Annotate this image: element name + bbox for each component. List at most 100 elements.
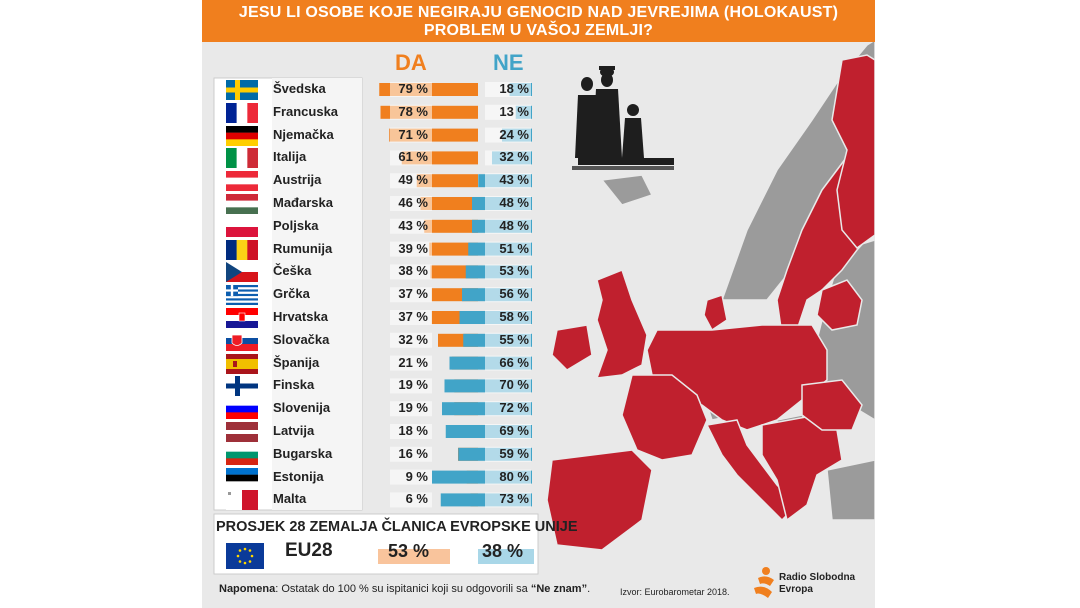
- da-label-bg: [390, 378, 432, 394]
- country-label: Hrvatska: [273, 309, 328, 324]
- ne-value-label: 69 %: [499, 423, 529, 438]
- turkey-shape: [826, 459, 875, 521]
- ne-value-label: 56 %: [499, 286, 529, 302]
- da-value-label: 16 %: [398, 445, 428, 461]
- da-label-bg: [390, 469, 432, 485]
- finland-shape: [831, 54, 875, 250]
- header-bar: JESU LI OSOBE KOJE NEGIRAJU GENOCID NAD …: [202, 0, 875, 42]
- romania-flag-icon: [226, 239, 259, 260]
- country-label: Češka: [273, 263, 312, 279]
- country-label: Francuska: [273, 103, 339, 119]
- france-shape: [621, 374, 708, 461]
- ne-label-bg: [485, 446, 531, 462]
- da-label-bg: [390, 332, 432, 348]
- ne-value-label: 24 %: [499, 126, 529, 142]
- ne-label-bg: [485, 127, 531, 143]
- da-column-header: DA: [395, 50, 427, 75]
- footnote: Napomena: Ostatak do 100 % su ispitanici…: [219, 583, 590, 595]
- da-label-bg: [390, 173, 432, 189]
- ne-value-label: 32 %: [499, 149, 529, 165]
- country-label: Njemačka: [273, 126, 334, 142]
- ne-label-bg: [485, 218, 531, 234]
- ne-value-label: 53 %: [499, 263, 529, 279]
- ne-value-label: 66 %: [499, 354, 529, 370]
- infographic: JESU LI OSOBE KOJE NEGIRAJU GENOCID NAD …: [202, 0, 875, 608]
- ne-label-bg: [485, 469, 531, 485]
- ne-label-bg: [485, 241, 531, 257]
- ne-label-bg: [485, 492, 531, 508]
- ne-value-label: 48 %: [499, 217, 529, 233]
- europe-map: [546, 39, 875, 551]
- baltics-shape: [816, 279, 863, 331]
- slovakia-flag-icon: [226, 330, 258, 351]
- country-label: Rumunija: [273, 240, 333, 256]
- da-label-bg: [390, 196, 432, 211]
- country-label: Španija: [273, 354, 320, 370]
- country-label: Grčka: [273, 286, 310, 302]
- slovenia-flag-icon: [226, 399, 258, 420]
- ireland-shape: [551, 324, 593, 371]
- da-label-bg: [390, 310, 432, 325]
- estonia-flag-icon: [226, 467, 258, 488]
- da-bar: [416, 174, 478, 188]
- country-label: Slovačka: [273, 331, 330, 347]
- da-value-label: 19 %: [398, 377, 428, 393]
- da-value-label: 21 %: [398, 354, 428, 370]
- finland-flag-icon: [226, 376, 258, 397]
- da-value-label: 61 %: [398, 149, 428, 165]
- ne-label-bg: [485, 401, 531, 417]
- ne-value-label: 58 %: [499, 309, 529, 324]
- da-label-bg: [390, 127, 432, 143]
- country-label: Bugarska: [273, 445, 333, 461]
- average-title: PROSJEK 28 ZEMALJA ČLANICA EVROPSKE UNIJ…: [216, 519, 578, 535]
- ne-label-bg: [485, 150, 531, 166]
- da-value-label: 49 %: [398, 172, 428, 188]
- ne-label-bg: [485, 378, 531, 394]
- denmark-shape: [703, 294, 728, 332]
- ne-value-label: 55 %: [499, 331, 529, 347]
- da-value-label: 6 %: [405, 491, 428, 507]
- footnote-label: Napomena: [219, 583, 276, 595]
- da-label-bg: [390, 82, 432, 97]
- ne-value-label: 18 %: [499, 81, 529, 96]
- germany-flag-icon: [226, 125, 258, 146]
- da-bar: [420, 197, 478, 210]
- country-label: Italija: [273, 149, 307, 165]
- country-label: Malta: [273, 491, 307, 507]
- title-line-1: JESU LI OSOBE KOJE NEGIRAJU GENOCID NAD …: [238, 4, 839, 21]
- country-label: Austrija: [273, 172, 322, 188]
- da-value-label: 9 %: [405, 468, 428, 484]
- da-label-bg: [390, 264, 432, 280]
- ne-label-bg: [485, 355, 531, 371]
- czechia-flag-icon: [226, 262, 258, 283]
- ne-label-bg: [485, 424, 531, 439]
- croatia-flag-icon: [226, 308, 258, 328]
- rse-logo-icon: [750, 566, 778, 604]
- da-label-bg: [390, 104, 432, 120]
- ne-value-label: 73 %: [499, 491, 529, 507]
- average-ne-bar: [478, 549, 534, 564]
- da-value-label: 37 %: [398, 309, 428, 324]
- ne-value-label: 51 %: [499, 240, 529, 256]
- ne-label-bg: [485, 264, 531, 280]
- title-line-2: PROBLEM U VAŠOJ ZEMLJI?: [423, 22, 654, 39]
- hungary-flag-icon: [226, 194, 258, 215]
- da-bar: [424, 219, 478, 233]
- da-value-label: 37 %: [398, 286, 428, 302]
- sweden-flag-icon: [226, 80, 258, 100]
- da-label-bg: [390, 218, 432, 234]
- greece-flag-icon: [226, 285, 258, 306]
- da-value-label: 71 %: [398, 126, 428, 142]
- ne-label-bg: [485, 104, 531, 120]
- country-label: Poljska: [273, 217, 319, 233]
- ne-label-bg: [485, 332, 531, 348]
- poland-flag-icon: [226, 216, 258, 237]
- ne-label-bg: [485, 196, 531, 211]
- footnote-text: : Ostatak do 100 % su ispitanici koji su…: [275, 583, 531, 595]
- da-value-label: 43 %: [398, 217, 428, 233]
- iberia-shape: [546, 449, 653, 551]
- malta-flag-icon: [226, 490, 258, 511]
- ne-value-label: 13 %: [499, 103, 529, 119]
- ne-value-label: 72 %: [499, 400, 529, 416]
- brand-line-1: Radio Slobodna: [779, 572, 856, 583]
